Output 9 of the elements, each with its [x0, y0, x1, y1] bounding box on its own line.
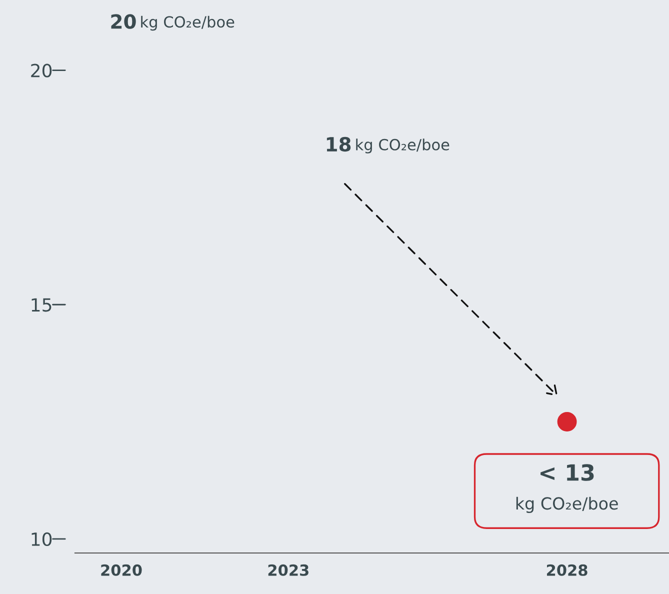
- x-tick-label: 2023: [268, 564, 308, 576]
- y-tick-label: 20: [31, 64, 52, 78]
- x-tick-label: 2028: [546, 564, 588, 576]
- y-tick-label: 10: [32, 532, 52, 546]
- annotation: 18 kg CO₂e/boe: [326, 136, 450, 154]
- y-tick-label: 15: [32, 298, 52, 312]
- annotation: < 13 kg CO₂e/boe: [516, 464, 618, 513]
- x-tick-label: 2020: [101, 564, 142, 576]
- annotation: 20 kg CO₂e/boe: [111, 14, 234, 31]
